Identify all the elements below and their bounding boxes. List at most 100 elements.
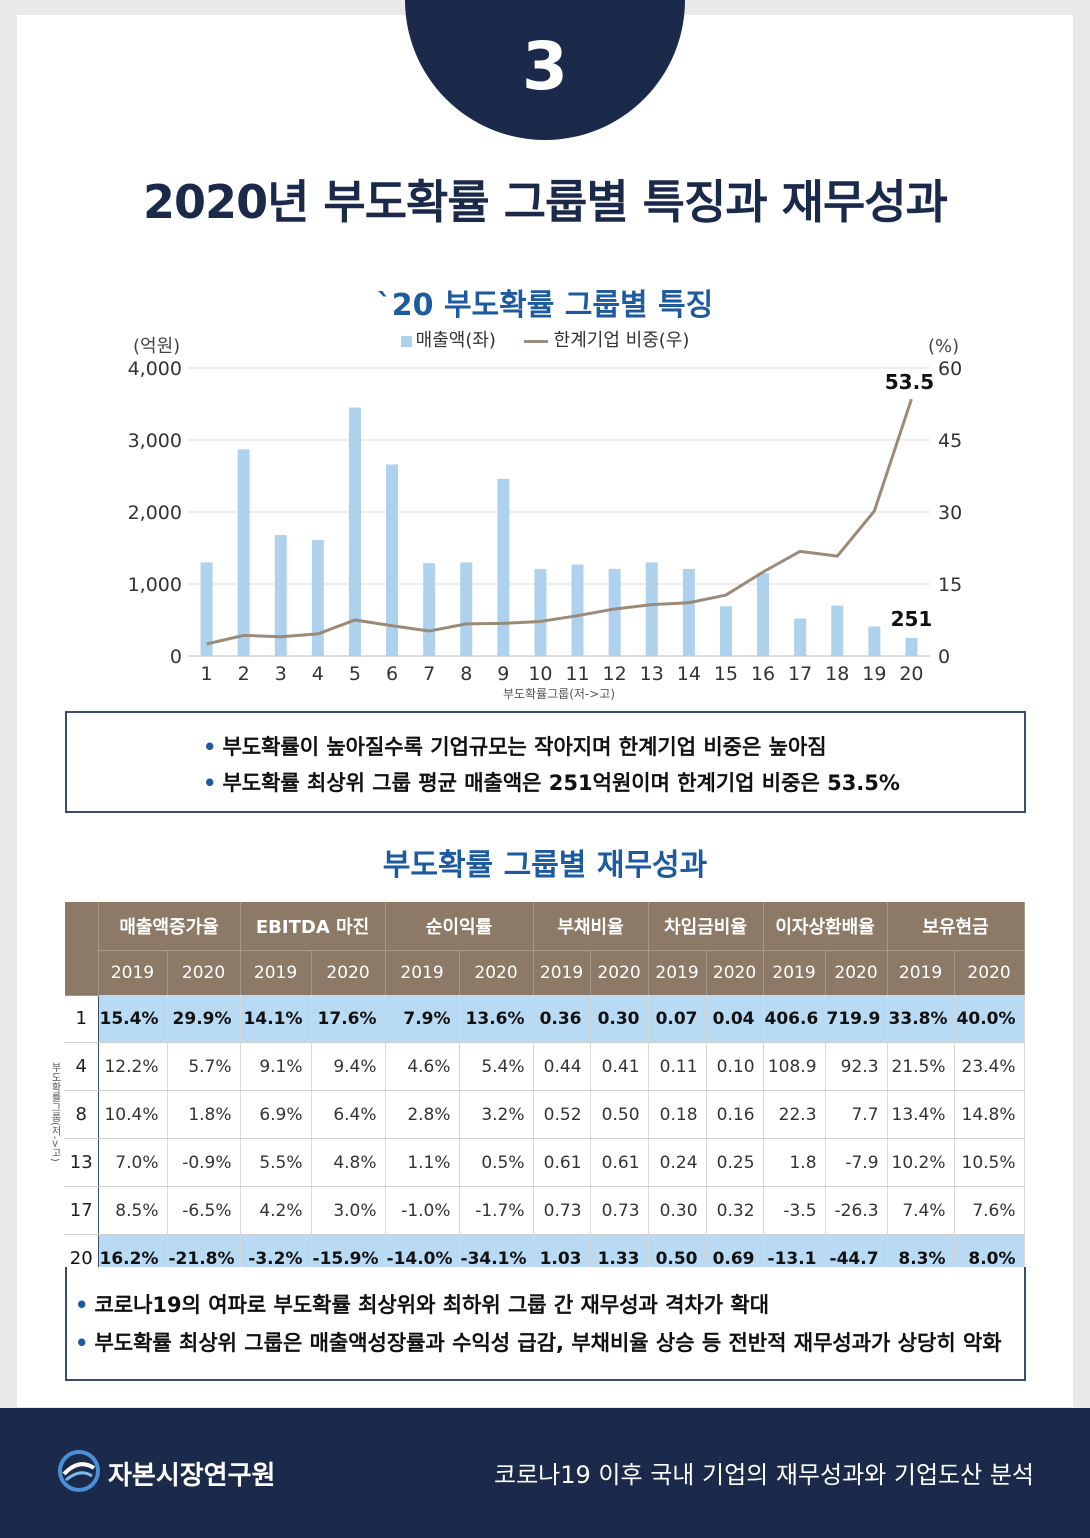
header-net-margin: 순이익률 bbox=[385, 902, 534, 951]
y-right-tick-label: 30 bbox=[938, 502, 962, 524]
table-cell: 40.0% bbox=[954, 995, 1025, 1043]
legend-bar-swatch bbox=[400, 335, 412, 347]
table-cell: 13.4% bbox=[887, 1090, 955, 1139]
table-cell: 406.6 bbox=[763, 995, 826, 1043]
table-cell: 0.30 bbox=[648, 1186, 707, 1235]
table-summary-line-2: • 부도확률 최상위 그룹은 매출액성장률과 수익성 급감, 부채비율 상승 등 … bbox=[75, 1331, 1002, 1355]
table-cell: 0.61 bbox=[590, 1138, 649, 1187]
table-cell: -7.9 bbox=[825, 1138, 888, 1187]
header-sales-growth: 매출액증가율 bbox=[98, 902, 241, 951]
table-row: 8 10.4% 1.8% 6.9% 6.4% 2.8% 3.2% 0.52 0.50 0.18 0.… bbox=[65, 1090, 1025, 1139]
table-row-axis-label: 부도확률그룹(저->고) bbox=[49, 1062, 60, 1162]
row-group-label: 13 bbox=[65, 1138, 99, 1187]
bar-group-12 bbox=[608, 568, 621, 656]
bar-group-5 bbox=[348, 407, 361, 656]
table-cell: 7.4% bbox=[887, 1186, 955, 1235]
marginal-firm-share-line bbox=[206, 398, 913, 646]
x-tick-label: 5 bbox=[349, 663, 361, 685]
year-header: 2019 bbox=[385, 950, 460, 995]
bar-group-3 bbox=[274, 535, 287, 656]
table-cell: 10.4% bbox=[98, 1090, 168, 1139]
chart-legend: 매출액(좌) 한계기업 비중(우) bbox=[0, 326, 1090, 352]
x-tick-label: 7 bbox=[423, 663, 435, 685]
y-right-tick-label: 15 bbox=[938, 574, 962, 596]
bar-group-16 bbox=[757, 573, 770, 656]
year-header: 2019 bbox=[887, 950, 955, 995]
x-tick-label: 6 bbox=[386, 663, 398, 685]
y-left-tick-label: 0 bbox=[170, 646, 182, 668]
year-header: 2019 bbox=[533, 950, 591, 995]
table-cell: 0.50 bbox=[590, 1090, 649, 1139]
table-row: 13 7.0% -0.9% 5.5% 4.8% 1.1% 0.5% 0.61 0.61 0.24 0… bbox=[65, 1138, 1025, 1187]
table-cell: 0.5% bbox=[459, 1138, 534, 1187]
y-right-unit-label: (%) bbox=[928, 336, 959, 357]
table-cell: 15.4% bbox=[98, 995, 168, 1043]
table-cell: 6.4% bbox=[311, 1090, 386, 1139]
table-cell: 22.3 bbox=[763, 1090, 826, 1139]
table-cell: 92.3 bbox=[825, 1042, 888, 1091]
table-cell: -15.9% bbox=[311, 1234, 386, 1283]
table-row: 1 15.4% 29.9% 14.1% 17.6% 7.9% 13.6% 0.36 0.30 0.… bbox=[65, 995, 1025, 1043]
y-left-tick-label: 2,000 bbox=[128, 502, 182, 524]
y-left-unit-label: (억원) bbox=[133, 336, 180, 357]
table-cell: 1.8% bbox=[167, 1090, 241, 1139]
header-debt-ratio: 부채비율 bbox=[533, 902, 649, 951]
bar-group-18 bbox=[831, 605, 844, 656]
institute-logo-icon bbox=[58, 1450, 100, 1492]
table-cell: 2.8% bbox=[385, 1090, 460, 1139]
table-cell: 0.30 bbox=[590, 995, 649, 1043]
table-cell: 719.9 bbox=[825, 995, 888, 1043]
institute-name: 자본시장연구원 bbox=[108, 1461, 276, 1491]
bar-group-4 bbox=[311, 540, 324, 656]
chart-title: `20 부도확률 그룹별 특징 bbox=[376, 288, 714, 323]
table-cell: 0.07 bbox=[648, 995, 707, 1043]
table-cell: 4.6% bbox=[385, 1042, 460, 1091]
y-right-tick-label: 60 bbox=[938, 358, 962, 380]
table-cell: 0.52 bbox=[533, 1090, 591, 1139]
bar-group-15 bbox=[719, 606, 732, 656]
chart-summary-line-1: • 부도확률이 높아질수록 기업규모는 작아지며 한계기업 비중은 높아짐 bbox=[203, 735, 827, 759]
table-cell: 0.41 bbox=[590, 1042, 649, 1091]
legend-bar-label: 매출액(좌) bbox=[415, 330, 496, 351]
table-cell: 14.1% bbox=[240, 995, 312, 1043]
x-tick-label: 17 bbox=[788, 663, 812, 685]
report-title: 코로나19 이후 국내 기업의 재무성과와 기업도산 분석 bbox=[494, 1461, 1034, 1489]
year-header: 2019 bbox=[763, 950, 826, 995]
bar-group-7 bbox=[423, 563, 436, 656]
year-header: 2020 bbox=[706, 950, 764, 995]
year-header: 2020 bbox=[954, 950, 1025, 995]
legend-line-label: 한계기업 비중(우) bbox=[553, 330, 690, 351]
x-tick-label: 15 bbox=[714, 663, 738, 685]
table-cell: 0.25 bbox=[706, 1138, 764, 1187]
table-cell: 0.24 bbox=[648, 1138, 707, 1187]
x-tick-label: 8 bbox=[460, 663, 472, 685]
table-cell: 9.1% bbox=[240, 1042, 312, 1091]
x-tick-label: 18 bbox=[825, 663, 849, 685]
table-row: 17 8.5% -6.5% 4.2% 3.0% -1.0% -1.7% 0.73 0.73 0.3… bbox=[65, 1186, 1025, 1235]
header-borrowing-ratio: 차입금비율 bbox=[648, 902, 764, 951]
table-cell: 33.8% bbox=[887, 995, 955, 1043]
table-cell: 0.61 bbox=[533, 1138, 591, 1187]
bar-group-10 bbox=[534, 568, 547, 656]
bar-group-8 bbox=[460, 562, 473, 656]
table-title: 부도확률 그룹별 재무성과 bbox=[382, 848, 708, 883]
table-cell: -0.9% bbox=[167, 1138, 241, 1187]
table-cell: 7.0% bbox=[98, 1138, 168, 1187]
table-cell: 7.7 bbox=[825, 1090, 888, 1139]
table-cell: -26.3 bbox=[825, 1186, 888, 1235]
table-cell: 29.9% bbox=[167, 995, 241, 1043]
table-cell: 14.8% bbox=[954, 1090, 1025, 1139]
table-cell: 1.8 bbox=[763, 1138, 826, 1187]
table-row: 4 12.2% 5.7% 9.1% 9.4% 4.6% 5.4% 0.44 0.41 0.11 0.… bbox=[65, 1042, 1025, 1091]
table-cell: 13.6% bbox=[459, 995, 534, 1043]
table-cell: 0.73 bbox=[590, 1186, 649, 1235]
year-header: 2020 bbox=[459, 950, 534, 995]
y-right-tick-label: 45 bbox=[938, 430, 962, 452]
year-header: 2019 bbox=[648, 950, 707, 995]
table-cell: 21.5% bbox=[887, 1042, 955, 1091]
year-header: 2019 bbox=[240, 950, 312, 995]
table-cell: 0.10 bbox=[706, 1042, 764, 1091]
table-cell: 5.5% bbox=[240, 1138, 312, 1187]
bar-group-13 bbox=[645, 562, 658, 656]
table-cell: -6.5% bbox=[167, 1186, 241, 1235]
